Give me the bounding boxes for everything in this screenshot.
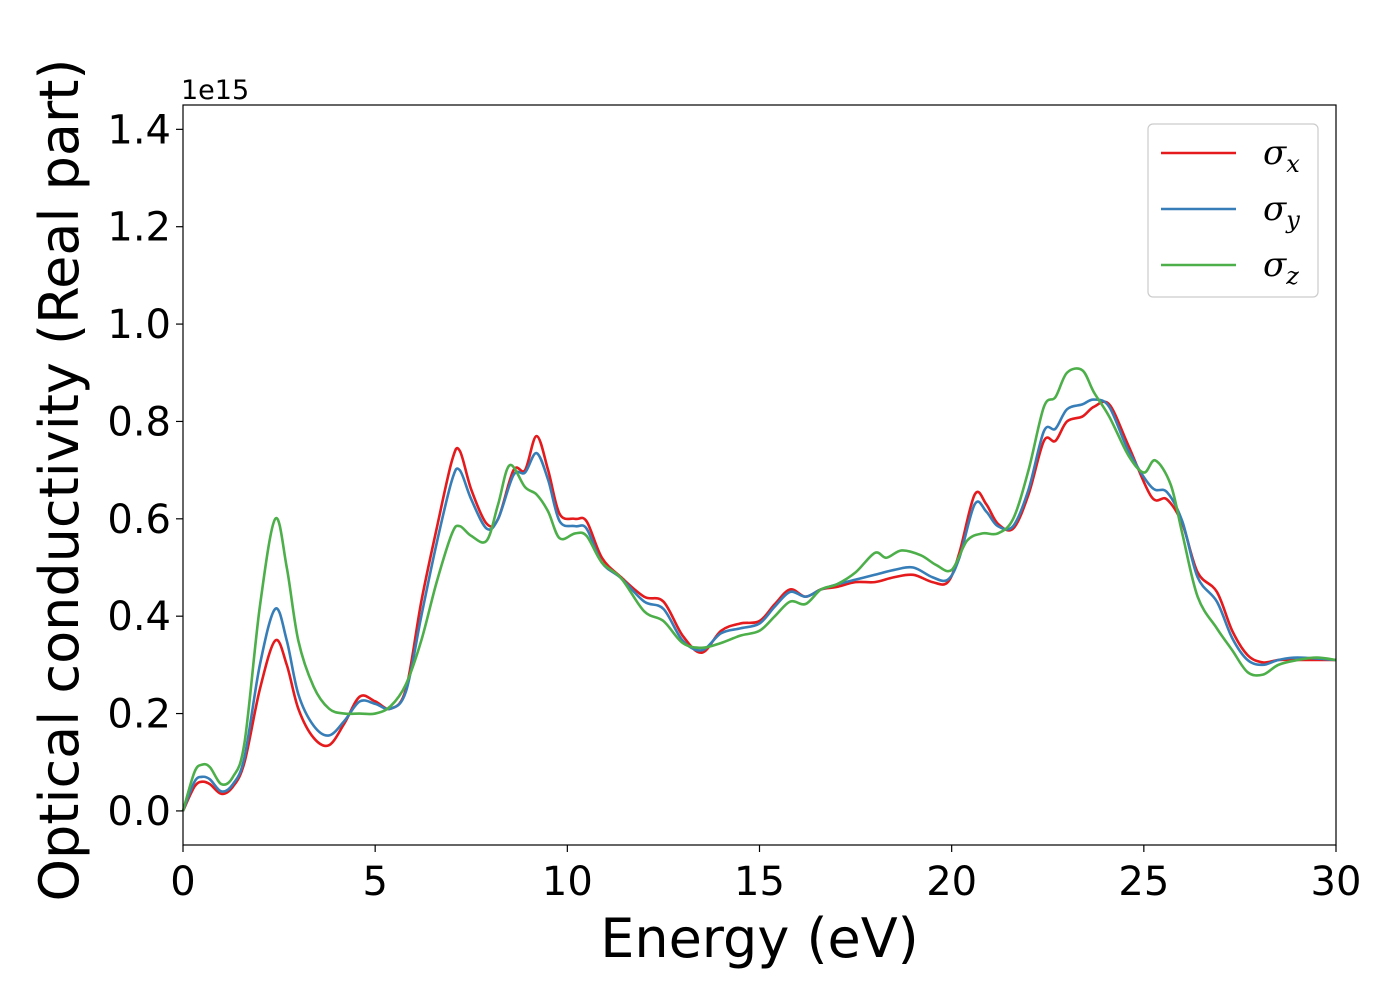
y-tick-label: 0.6: [107, 497, 171, 543]
y-tick-label: 1.0: [107, 302, 171, 348]
y-axis-label: Optical conductivity (Real part): [28, 59, 91, 902]
x-axis: 0 5 10 15 20 25 30: [170, 845, 1361, 905]
y-tick-label: 0.8: [107, 399, 171, 445]
y-tick-label: 1.2: [107, 205, 171, 251]
legend-entry-x: σx: [1263, 133, 1300, 178]
y-tick-label: 0.2: [107, 692, 171, 738]
legend-symbol: σ: [1263, 189, 1287, 229]
legend-symbol: σ: [1263, 133, 1287, 173]
x-tick-label: 15: [734, 859, 785, 905]
x-tick-label: 0: [170, 859, 195, 905]
x-tick-label: 25: [1118, 859, 1169, 905]
legend-entry-z: σz: [1263, 245, 1299, 290]
series-line-z: [181, 367, 1337, 812]
y-offset-label: 1e15: [181, 75, 249, 106]
x-tick-label: 20: [926, 859, 977, 905]
x-axis-label: Energy (eV): [600, 907, 919, 970]
legend-entry-y: σy: [1263, 189, 1300, 234]
legend-subscript: y: [1285, 206, 1300, 234]
legend-subscript: x: [1286, 150, 1300, 178]
y-tick-label: 0.0: [107, 789, 171, 835]
series-layer: [181, 367, 1337, 812]
legend-box: [1147, 123, 1319, 298]
x-tick-label: 5: [362, 859, 387, 905]
legend-symbol: σ: [1263, 245, 1287, 285]
legend-subscript: z: [1285, 262, 1299, 290]
x-tick-label: 10: [542, 859, 593, 905]
y-tick-label: 0.4: [107, 594, 171, 640]
y-axis: 0.0 0.2 0.4 0.6 0.8 1.0 1.2 1.4: [107, 107, 183, 835]
y-tick-label: 1.4: [107, 107, 171, 153]
x-tick-label: 30: [1311, 859, 1362, 905]
